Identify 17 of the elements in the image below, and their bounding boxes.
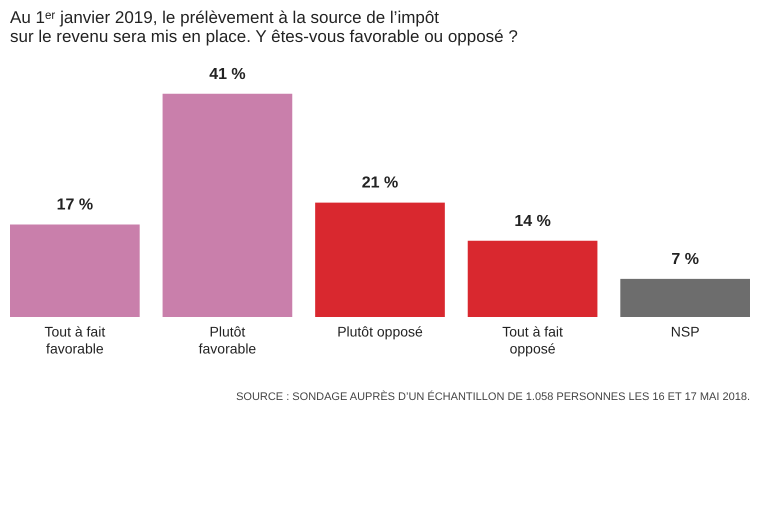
x-tick-label: NSP xyxy=(670,324,700,340)
x-tick-label: Plutôt favorable xyxy=(198,324,256,356)
bar xyxy=(10,224,140,317)
chart-title: Au 1ᵉʳ janvier 2019, le prélèvement à la source de l’impôt sur le revenu sera mis en place. Y êtes-vous favorable ou opposé ? xyxy=(10,8,518,46)
x-tick-label: Tout à fait opposé xyxy=(502,324,564,356)
x-tick-label: Tout à fait favorable xyxy=(44,324,106,356)
bar xyxy=(162,94,292,317)
bar xyxy=(315,202,445,317)
data-label: 7 % xyxy=(671,250,699,268)
bar xyxy=(620,278,750,317)
data-label: 41 % xyxy=(209,66,246,83)
source-note: SOURCE : SONDAGE AUPRÈS D’UN ÉCHANTILLON DE 1.058 PERSONNES LES 16 ET 17 MAI 2018. xyxy=(236,390,750,403)
data-label: 21 % xyxy=(362,174,398,192)
bar xyxy=(468,240,598,317)
x-tick-label: Plutôt opposé xyxy=(337,324,424,340)
data-label: 14 % xyxy=(514,212,551,230)
data-label: 17 % xyxy=(56,196,94,214)
